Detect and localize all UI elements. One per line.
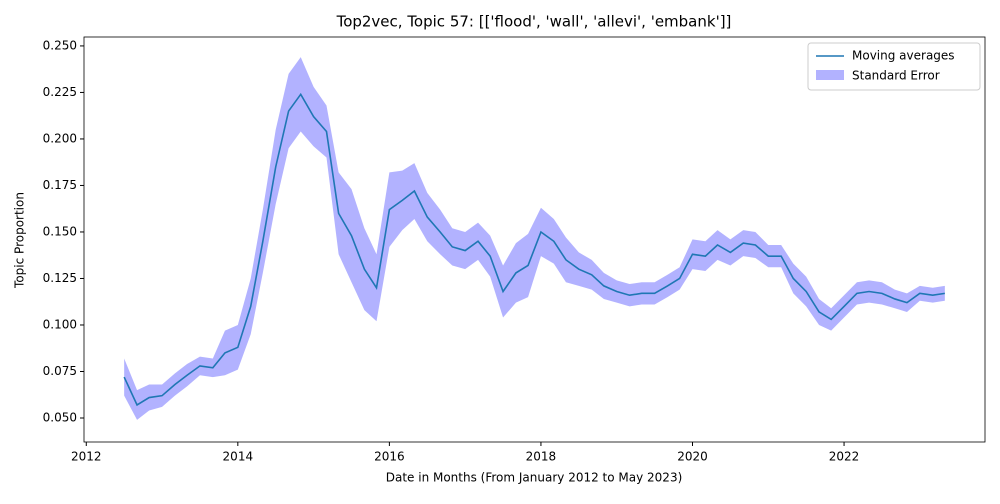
y-tick-label: 0.125 [43, 271, 77, 285]
y-tick-label: 0.225 [43, 85, 77, 99]
plot-frame [83, 36, 986, 443]
y-tick-label: 0.050 [43, 411, 77, 425]
y-tick-label: 0.250 [43, 38, 77, 52]
x-tick-label: 2014 [223, 450, 254, 464]
y-axis-label: Topic Proportion [13, 192, 27, 289]
x-tick-label: 2018 [526, 450, 557, 464]
y-tick-label: 0.175 [43, 178, 77, 192]
error-band [124, 57, 945, 420]
x-axis-label: Date in Months (From January 2012 to May… [386, 471, 683, 485]
line [123, 92, 945, 407]
y-tick-label: 0.200 [43, 131, 77, 145]
x-tick-label: 2012 [71, 450, 102, 464]
legend-box [807, 42, 981, 91]
y-tick-label: 0.150 [43, 224, 77, 238]
x-tick-label: 2016 [374, 450, 405, 464]
x-tick-label: 2022 [829, 450, 860, 464]
legend-label: Standard Error [852, 69, 940, 83]
y-tick-label: 0.075 [43, 364, 77, 378]
legend-swatch [816, 70, 844, 80]
chart-title: Top2vec, Topic 57: [['flood', 'wall', 'a… [336, 13, 732, 31]
x-tick-label: 2020 [677, 450, 708, 464]
y-tick-label: 0.100 [43, 317, 77, 331]
legend-label: Moving averages [852, 49, 955, 63]
